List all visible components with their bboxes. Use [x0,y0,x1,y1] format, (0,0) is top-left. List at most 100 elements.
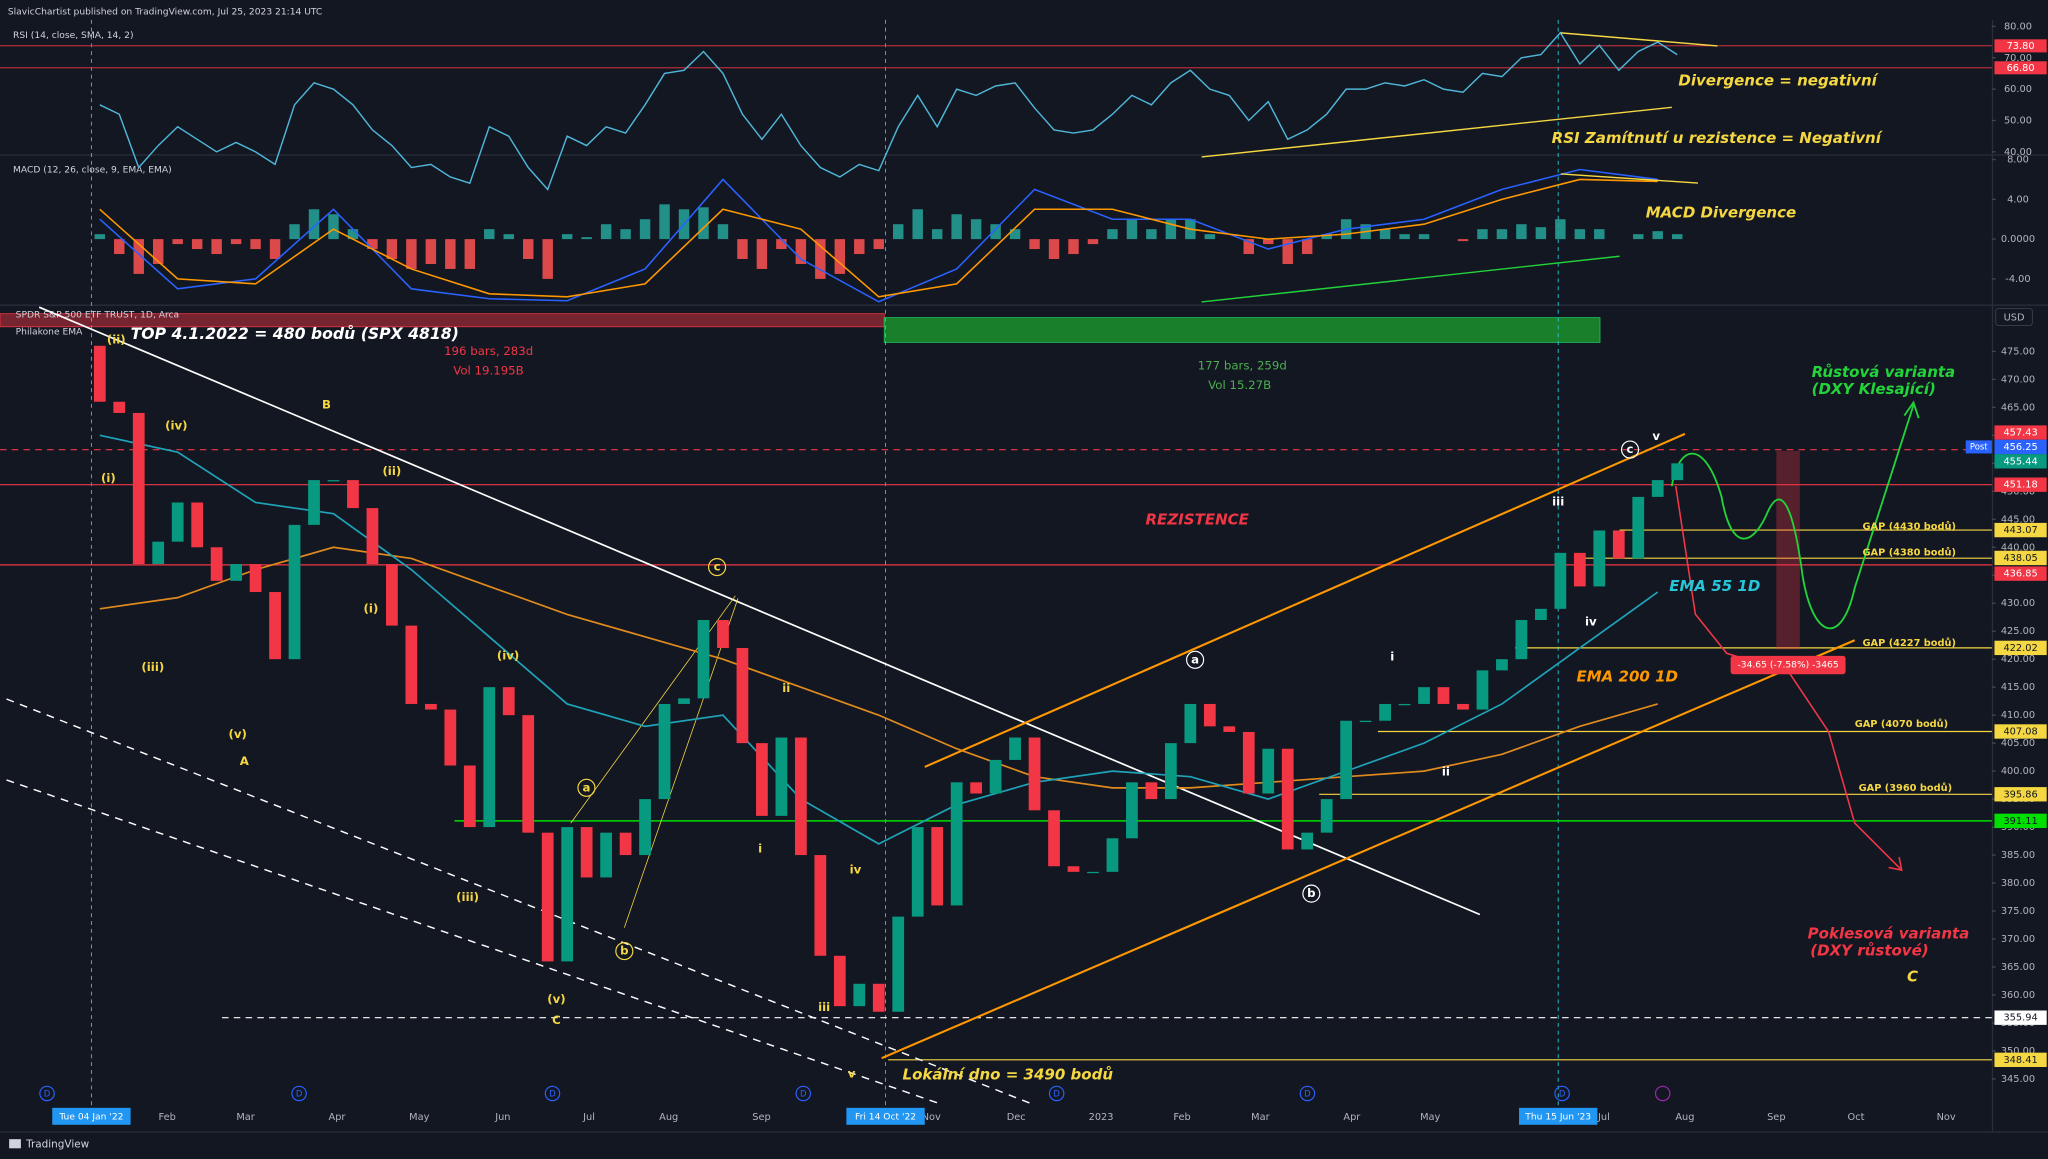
wave-label: A [240,754,250,768]
histogram-bar [620,229,631,240]
wave-label: c [1627,442,1634,456]
histogram-bar [484,229,495,240]
wave-label: ii [782,681,790,695]
annotation: (DXY růstové) [1810,942,1928,960]
candle [152,541,165,565]
histogram-bar [1146,229,1157,240]
annotation: 177 bars, 259d [1198,358,1287,372]
histogram-bar [912,209,923,240]
x-tick-label: Feb [1173,1112,1190,1123]
candle [1535,608,1547,621]
wave-label: iv [1585,614,1597,628]
annotation: C [1907,968,1918,986]
x-tick-label: Apr [1343,1112,1361,1123]
price-label: 457.43 [2003,428,2037,439]
histogram-bar [1009,229,1021,240]
y-tick-label: 405.00 [2001,738,2035,749]
candle [1398,703,1411,706]
histogram-bar [1594,229,1605,240]
x-tick-label: Jul [582,1112,595,1123]
histogram-bar [1282,239,1293,264]
wave-label: a [1191,652,1199,666]
histogram-bar [114,239,125,255]
candle [1651,480,1664,497]
dividend-marker: D [549,1089,556,1099]
wave-label: iii [818,1000,830,1014]
annotation: (DXY Klesající) [1812,380,1936,398]
candle [1593,530,1606,587]
dividend-marker: D [1053,1089,1060,1099]
histogram-bar [308,209,320,240]
price-label-box [1994,522,2047,538]
tradingview-logo [9,1139,21,1149]
candle [639,799,651,856]
price-label-box [1994,566,2047,581]
annotation: Vol 15.27B [1208,378,1271,392]
date-highlight: Thu 15 Jun '23 [1524,1112,1591,1122]
histogram-bar [1418,234,1430,240]
y-tick-label: 440.00 [2001,542,2035,553]
candle [366,508,379,565]
dividend-icon [1554,1085,1570,1102]
price-label-box [1994,640,2047,656]
annotation: Růstová varianta [1812,363,1956,381]
price-label-box [1994,787,2047,802]
measure-label-box [1730,655,1846,675]
price-label: 438.05 [2003,553,2037,564]
dividend-marker: D [1304,1089,1311,1099]
y-tick-label: 385.00 [2001,850,2035,861]
candle [600,832,612,878]
histogram-bar [1457,239,1469,242]
fib-line [623,598,739,928]
histogram-bar [386,239,398,260]
level-label: 66.80 [2007,63,2035,74]
candle [1009,737,1021,760]
candle [483,687,496,828]
candle [1418,687,1430,704]
candle [775,737,788,816]
wave-label: (i) [364,601,379,615]
ema200-line [99,546,1658,789]
histogram-bar [698,207,709,240]
candle [1262,748,1275,794]
arrow-head [1888,856,1903,872]
histogram-bar [1107,229,1118,240]
annotation: REZISTENCE [1145,511,1249,529]
candle [1671,463,1684,481]
y-tick-label: 40.00 [2004,147,2032,158]
histogram-bar [1321,234,1332,240]
y-tick-label: 410.00 [2001,710,2035,721]
date-highlight-box [846,1107,925,1125]
y-tick-label: 60.00 [2004,84,2032,95]
candle [697,620,710,699]
histogram-bar [776,239,787,250]
price-label: 407.08 [2003,726,2037,737]
candle [1320,799,1333,833]
x-tick-label: Aug [659,1112,678,1123]
y-tick-label: 445.00 [2001,514,2035,525]
candle [113,401,126,413]
candle [424,703,437,710]
candle [658,703,671,800]
histogram-bar [1048,239,1060,260]
wave-label: B [322,398,331,412]
date-highlight-box [1519,1107,1598,1125]
histogram-bar [970,219,982,240]
candle [911,827,924,917]
histogram-bar [367,239,378,250]
candle [1457,703,1469,710]
y-tick-label: 80.00 [2004,21,2032,32]
x-tick-label: Mar [1251,1112,1270,1123]
trend-line [38,306,1481,916]
price-label-box [1994,1052,2047,1068]
candle [1515,620,1528,660]
candle [561,827,574,962]
price-label-box [1994,425,2047,440]
wave-label: v [1652,429,1660,443]
histogram-bar [152,239,164,264]
y-tick-label: 50.00 [2004,115,2032,126]
wave-label: a [582,780,590,794]
candle [1340,720,1353,800]
y-tick-label: 400.00 [2001,766,2035,777]
